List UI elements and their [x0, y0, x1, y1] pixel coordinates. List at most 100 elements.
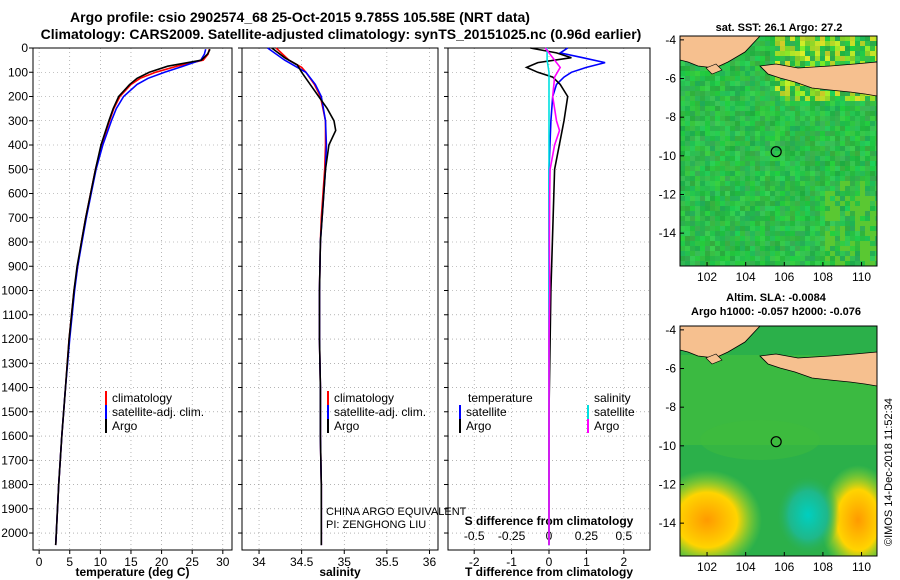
sst-pixel: [705, 136, 710, 141]
sst-pixel: [755, 96, 760, 101]
sst-pixel: [700, 166, 705, 171]
sla-map-frame: [679, 325, 878, 557]
sst-pixel: [790, 191, 795, 196]
sst-pixel: [685, 66, 690, 71]
sst-pixel: [835, 176, 840, 181]
sst-pixel: [685, 221, 690, 226]
sst-pixel: [830, 166, 835, 171]
legend-t-argo: Argo: [466, 419, 492, 433]
sst-pixel: [695, 211, 700, 216]
sst-pixel: [700, 201, 705, 206]
sst-pixel: [835, 141, 840, 146]
sst-pixel: [810, 51, 815, 56]
sst-pixel: [830, 171, 835, 176]
sst-pixel: [840, 201, 845, 206]
sst-pixel: [735, 226, 740, 231]
salinity-xtick-label: 35: [338, 555, 352, 569]
sst-pixel: [870, 96, 875, 101]
sst-pixel: [875, 141, 877, 146]
sst-pixel: [710, 171, 715, 176]
sst-pixel: [740, 211, 745, 216]
sst-pixel: [770, 181, 775, 186]
sla-map-title-1: Altim. SLA: -0.0084: [726, 292, 827, 304]
sst-pixel: [760, 36, 765, 41]
sst-pixel: [855, 136, 860, 141]
sst-pixel: [695, 91, 700, 96]
sst-pixel: [685, 171, 690, 176]
sst-pixel: [680, 186, 685, 191]
sst-pixel: [720, 166, 725, 171]
sst-pixel: [865, 106, 870, 111]
sst-pixel: [715, 231, 720, 236]
sst-pixel: [785, 226, 790, 231]
sst-pixel: [805, 111, 810, 116]
sst-pixel: [725, 241, 730, 246]
sst-pixel: [710, 81, 715, 86]
sst-pixel: [755, 261, 760, 266]
sst-pixel: [685, 226, 690, 231]
sst-pixel: [800, 186, 805, 191]
sst-pixel: [840, 166, 845, 171]
sst-pixel: [695, 161, 700, 166]
sst-pixel: [700, 141, 705, 146]
depth-tick-label: 1200: [1, 332, 28, 346]
sst-pixel: [870, 146, 875, 151]
sst-pixel: [755, 106, 760, 111]
sst-pixel: [680, 131, 685, 136]
sst-pixel: [735, 101, 740, 106]
sst-pixel: [795, 186, 800, 191]
sst-pixel: [805, 106, 810, 111]
sst-pixel: [810, 231, 815, 236]
sst-pixel: [780, 191, 785, 196]
legend-argo: Argo: [112, 419, 138, 433]
sst-pixel: [765, 251, 770, 256]
sst-pixel: [750, 201, 755, 206]
sst-pixel: [730, 246, 735, 251]
sst-pixel: [835, 196, 840, 201]
sst-pixel: [820, 246, 825, 251]
sst-pixel: [760, 251, 765, 256]
sst-pixel: [715, 136, 720, 141]
sst-pixel: [730, 71, 735, 76]
sst-pixel: [720, 176, 725, 181]
sst-pixel: [700, 156, 705, 161]
sst-pixel: [720, 71, 725, 76]
sst-pixel: [770, 41, 775, 46]
sst-pixel: [765, 151, 770, 156]
sst-pixel: [770, 156, 775, 161]
sst-pixel: [685, 196, 690, 201]
sst-pixel: [870, 201, 875, 206]
temperature-xtick-label: 10: [94, 555, 108, 569]
sst-pixel: [775, 96, 780, 101]
sst-pixel: [725, 76, 730, 81]
sst-pixel: [740, 151, 745, 156]
sst-pixel: [830, 61, 835, 66]
sst-pixel: [835, 231, 840, 236]
sst-pixel: [680, 251, 685, 256]
sst-pixel: [680, 241, 685, 246]
sst-pixel: [760, 226, 765, 231]
sst-pixel: [785, 86, 790, 91]
sst-pixel: [695, 261, 700, 266]
sst-pixel: [720, 116, 725, 121]
sst-pixel: [855, 256, 860, 261]
sst-pixel: [820, 221, 825, 226]
sst-pixel: [740, 66, 745, 71]
depth-tick-label: 1500: [1, 405, 28, 419]
sst-pixel: [765, 41, 770, 46]
sst-pixel: [810, 61, 815, 66]
sst-pixel: [810, 211, 815, 216]
sst-pixel: [730, 106, 735, 111]
sst-pixel: [760, 186, 765, 191]
sst-pixel: [760, 101, 765, 106]
sst-pixel: [700, 71, 705, 76]
sst-pixel: [795, 216, 800, 221]
sst-pixel: [840, 116, 845, 121]
map-xtick-label: 106: [774, 560, 794, 574]
sst-pixel: [750, 56, 755, 61]
sst-pixel: [750, 96, 755, 101]
sst-pixel: [715, 126, 720, 131]
sst-pixel: [870, 36, 875, 41]
sst-pixel: [710, 156, 715, 161]
sst-pixel: [840, 256, 845, 261]
